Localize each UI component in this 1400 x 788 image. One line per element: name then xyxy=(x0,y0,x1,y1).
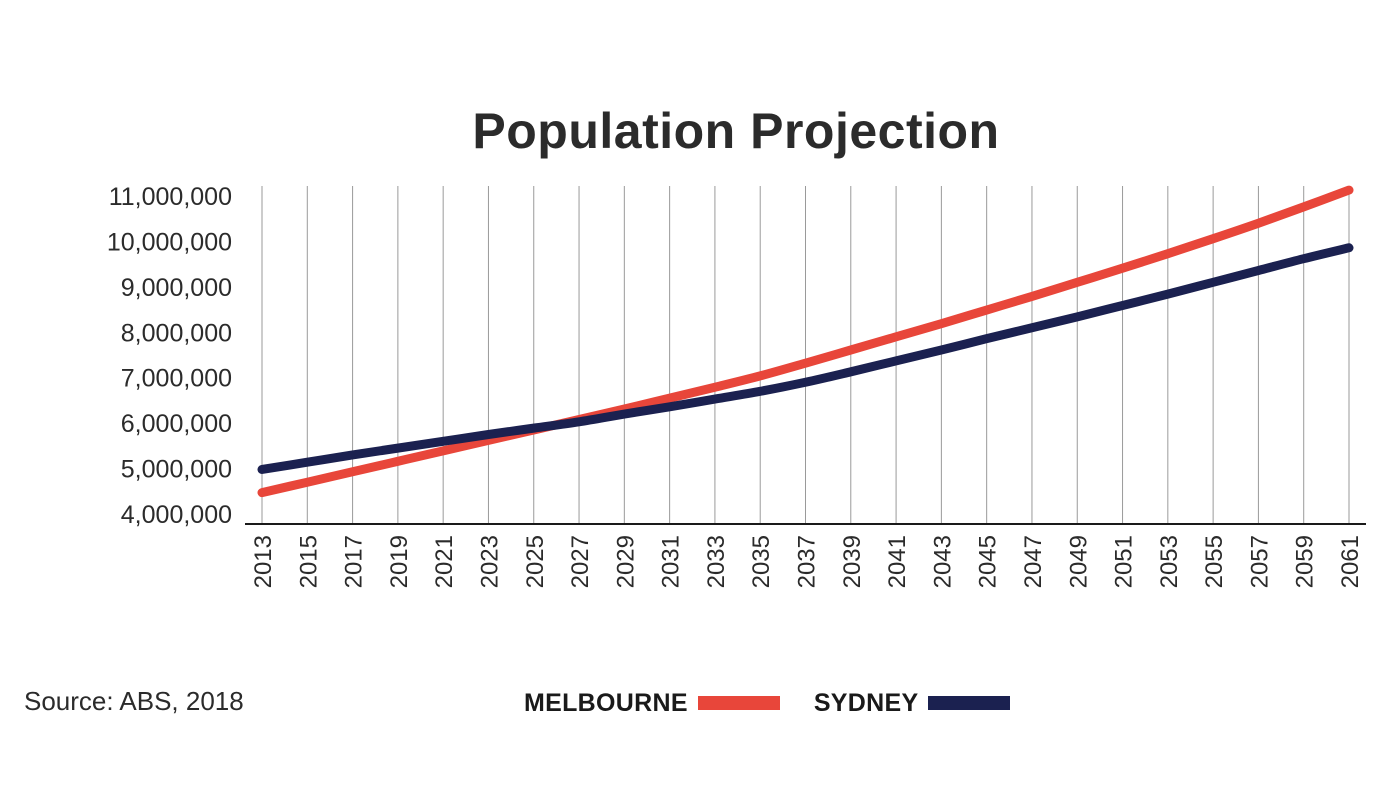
x-tick-label: 2045 xyxy=(975,535,1002,588)
y-tick-label: 6,000,000 xyxy=(121,410,232,438)
x-tick-label: 2061 xyxy=(1337,535,1364,588)
series-line-sydney xyxy=(257,243,1354,474)
series-lines xyxy=(257,185,1354,498)
y-tick-label: 9,000,000 xyxy=(121,274,232,302)
legend-label-sydney: SYDNEY xyxy=(813,688,919,717)
x-tick-label: 2035 xyxy=(748,535,775,588)
y-tick-label: 5,000,000 xyxy=(121,456,232,484)
y-tick-label: 11,000,000 xyxy=(109,183,232,211)
legend-swatch-sydney xyxy=(928,696,1011,710)
x-tick-label: 2017 xyxy=(341,535,368,588)
x-tick-label: 2015 xyxy=(295,535,322,588)
y-axis-tick-labels: 4,000,000 5,000,000 6,000,000 7,000,000 8,00… xyxy=(107,183,232,529)
x-tick-label: 2033 xyxy=(703,535,730,588)
y-tick-label: 7,000,000 xyxy=(121,365,232,393)
y-tick-label: 4,000,000 xyxy=(121,501,232,529)
x-tick-label: 2051 xyxy=(1111,535,1138,588)
x-axis-tick-labels: 2013 2015 2017 2019 2021 2023 2025 2027 2029 2031… xyxy=(250,535,1364,588)
x-tick-label: 2043 xyxy=(929,535,956,588)
x-tick-label: 2057 xyxy=(1246,535,1273,588)
x-tick-label: 2025 xyxy=(522,535,549,588)
y-tick-label: 8,000,000 xyxy=(121,319,232,347)
x-tick-label: 2047 xyxy=(1020,535,1047,588)
x-tick-label: 2055 xyxy=(1201,535,1228,588)
legend-label-melbourne: MELBOURNE xyxy=(524,688,688,717)
x-tick-label: 2039 xyxy=(839,535,866,588)
series-line-melbourne xyxy=(257,185,1354,498)
x-tick-label: 2013 xyxy=(250,535,277,588)
x-tick-label: 2037 xyxy=(794,535,821,588)
x-tick-label: 2041 xyxy=(884,535,911,588)
x-tick-label: 2049 xyxy=(1065,535,1092,588)
x-tick-label: 2027 xyxy=(567,535,594,588)
legend: MELBOURNE SYDNEY xyxy=(524,686,1011,720)
x-tick-label: 2031 xyxy=(658,535,685,588)
x-tick-label: 2053 xyxy=(1156,535,1183,588)
source-note: Source: ABS, 2018 xyxy=(24,686,244,716)
legend-swatch-melbourne xyxy=(697,696,780,710)
y-tick-label: 10,000,000 xyxy=(107,228,232,256)
chart-title: Population Projection xyxy=(472,103,1000,159)
legend-item-melbourne: MELBOURNE xyxy=(524,689,780,718)
x-tick-label: 2029 xyxy=(612,535,639,588)
x-tick-label: 2019 xyxy=(386,535,413,588)
x-tick-label: 2059 xyxy=(1292,535,1319,588)
x-tick-label: 2023 xyxy=(476,535,503,588)
x-tick-label: 2021 xyxy=(431,535,458,588)
gridlines xyxy=(261,186,1350,524)
legend-item-sydney: SYDNEY xyxy=(814,689,1011,718)
